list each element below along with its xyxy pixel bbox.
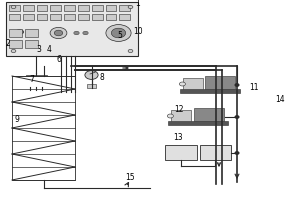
Bar <box>106 5 116 11</box>
Text: 15: 15 <box>126 172 135 182</box>
Text: 3: 3 <box>37 45 41 53</box>
Text: 13: 13 <box>174 133 183 142</box>
Ellipse shape <box>15 30 24 34</box>
Circle shape <box>74 31 79 35</box>
Circle shape <box>11 49 16 53</box>
Text: 1: 1 <box>136 0 140 7</box>
Circle shape <box>54 30 63 36</box>
Circle shape <box>235 116 239 118</box>
Circle shape <box>128 5 133 9</box>
Bar <box>64 5 75 11</box>
Bar <box>168 121 228 125</box>
Circle shape <box>179 82 185 86</box>
Bar <box>64 14 75 20</box>
Bar <box>92 14 103 20</box>
Text: 11: 11 <box>249 83 258 92</box>
Circle shape <box>85 71 98 79</box>
Bar <box>37 5 47 11</box>
Bar <box>9 5 20 11</box>
Text: 2: 2 <box>5 40 10 48</box>
Circle shape <box>11 5 16 9</box>
Text: 5: 5 <box>118 30 122 40</box>
Bar <box>194 108 224 121</box>
Bar <box>78 5 89 11</box>
Text: 9: 9 <box>14 116 19 124</box>
Text: 6: 6 <box>56 54 61 64</box>
Text: 14: 14 <box>276 96 285 104</box>
Circle shape <box>106 25 131 41</box>
Bar <box>87 84 96 88</box>
Bar <box>206 76 236 89</box>
Bar <box>183 78 203 89</box>
Text: 12: 12 <box>174 105 183 114</box>
Bar <box>119 14 130 20</box>
Bar <box>92 5 103 11</box>
Bar <box>26 40 38 48</box>
Bar <box>12 76 75 180</box>
Bar <box>50 5 61 11</box>
Bar <box>171 110 190 121</box>
Bar <box>78 14 89 20</box>
Bar <box>200 145 231 160</box>
Text: 4: 4 <box>47 45 52 53</box>
Bar <box>23 14 34 20</box>
Bar <box>9 40 22 48</box>
Bar <box>106 14 116 20</box>
Circle shape <box>50 27 67 39</box>
Bar <box>9 29 22 37</box>
Text: 7: 7 <box>29 74 34 84</box>
Text: 8: 8 <box>100 72 104 82</box>
Bar <box>165 145 196 160</box>
Bar <box>180 89 240 93</box>
Circle shape <box>128 49 133 53</box>
Circle shape <box>83 31 88 35</box>
Circle shape <box>235 84 239 86</box>
Bar <box>26 29 38 37</box>
Bar <box>119 5 130 11</box>
Text: 10: 10 <box>133 27 143 36</box>
Bar <box>9 14 20 20</box>
Bar <box>37 14 47 20</box>
Circle shape <box>167 114 173 118</box>
Bar <box>26 75 46 87</box>
Circle shape <box>111 28 126 38</box>
Bar <box>6 2 138 56</box>
Circle shape <box>235 152 239 154</box>
Bar <box>50 14 61 20</box>
Bar <box>23 5 34 11</box>
